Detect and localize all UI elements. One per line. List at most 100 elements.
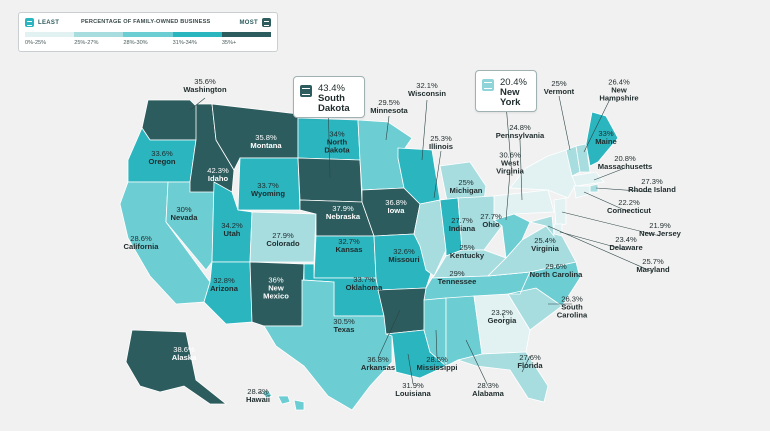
label-value: 34.2% [221,220,243,230]
label-value: 42.3% [207,165,229,175]
label-value: 27.9% [272,230,294,240]
label-wyoming: 33.7% Wyoming [251,180,285,198]
label-state-name: Rhode Island [628,185,676,194]
label-state-name: Washington [183,85,227,94]
label-value: 27.7% [451,215,473,225]
callout-south-dakota-value: 43.4% [318,83,345,94]
label-state-name: Oregon [148,157,176,166]
label-state-name: Massachusetts [597,162,653,171]
label-state-name: New Jersey [639,229,681,238]
label-state-name: Mississippi [416,363,458,372]
label-value: 33.7% [257,180,279,190]
label-value: 31.9% [402,380,424,390]
legend-range-3: 31%-34% [172,40,197,46]
label-oklahoma: 33.7% Oklahoma [346,274,383,292]
label-value: 29.6% [545,261,567,271]
label-value: 28.3% [477,380,499,390]
leader-line [521,355,531,373]
label-north-carolina: 29.6% North Carolina [529,261,583,279]
label-value: 25.3% [430,133,452,143]
leader-line [583,191,630,213]
label-value: 24.8% [509,122,531,132]
label-state-name: Indiana [448,224,476,233]
label-value: 23.4% [615,234,637,244]
leader-line [377,309,401,359]
label-value: 27.3% [641,176,663,186]
legend-swatch-2 [123,32,173,37]
state-new-hampshire [575,143,591,173]
state-maine [585,111,619,167]
label-state-name: Ohio [482,220,500,229]
label-alabama: 28.3% Alabama [472,380,504,398]
label-value: 33.6% [151,148,173,158]
label-value: 29% [449,268,465,278]
label-nevada: 30% Nevada [170,204,198,222]
label-georgia: 23.2% Georgia [488,308,517,325]
label-state-name: Illinois [428,142,454,151]
label-value: 25% [551,78,567,88]
label-state-name: South Carolina [556,302,588,321]
label-value: 25% [459,242,475,252]
legend-heading: PERCENTAGE OF FAMILY-OWNED BUSINESS [81,19,211,25]
leader-line [433,150,442,199]
label-state-name: Arkansas [360,363,396,372]
label-state-name: New Mexico [263,283,289,302]
label-value: 33.7% [353,274,375,284]
state-alaska [125,329,228,405]
label-texas: 30.5% Texas [333,317,355,334]
label-value: 25.4% [534,235,556,245]
label-michigan: 25% Michigan [450,178,483,195]
label-oregon: 33.6% Oregon [148,148,176,166]
state-maryland [528,215,555,238]
state-colorado [249,211,317,263]
leader-line [519,139,523,201]
leader-line [505,171,511,221]
leader-line [385,115,390,141]
label-kansas: 32.7% Kansas [335,237,362,254]
label-value: 36.8% [367,354,389,364]
label-value: 28.6% [130,233,152,243]
label-nebraska: 37.9% Nebraska [326,204,360,221]
leader-line [547,225,654,273]
label-state-name: Florida [517,361,543,370]
label-arizona: 32.8% Arizona [210,276,238,293]
state-hawaii [261,389,305,411]
label-value: 32.1% [416,80,438,90]
callout-new-york-name: New York [500,87,521,108]
legend-ranges: 0%-25% 25%-27% 28%-30% 31%-34% 35%+ [25,40,271,48]
legend-range-0: 0%-25% [25,40,47,46]
legend-swatch-3 [172,32,222,37]
label-west-virginia: 30.6% West Virginia [496,151,524,177]
label-value: 35.8% [255,132,277,142]
callout-new-york-value: 20.4% [500,77,527,88]
label-state-name: Idaho [207,174,229,183]
label-value: 21.9% [649,220,671,230]
label-wisconsin: 32.1% Wisconsin [408,80,446,98]
label-state-name: Missouri [388,255,420,264]
leader-line [465,339,489,387]
state-delaware [553,223,563,237]
legend-most: MOST [239,18,271,27]
label-minnesota: 29.5% Minnesota [370,98,408,115]
legend-least: LEAST [25,18,59,27]
leader-line [558,95,571,151]
label-state-name: North Carolina [529,270,583,279]
legend-swatch-1 [74,32,124,37]
label-value: 30% [176,204,192,214]
legend-range-1: 25%-27% [74,40,99,46]
label-state-name: West Virginia [496,158,524,177]
label-north-dakota: 34% North Dakota [324,130,349,156]
label-iowa: 36.8% Iowa [385,197,407,215]
list-icon [262,18,271,27]
label-state-name: Nevada [170,213,198,222]
label-florida: 27.6% Florida [517,353,543,370]
state-mississippi [423,297,447,367]
callout-south-dakota: 43.4% South Dakota [293,76,365,118]
label-virginia: 25.4% Virginia [531,235,559,253]
label-state-name: Minnesota [370,106,408,115]
label-value: 36.8% [385,197,407,207]
legend: LEAST PERCENTAGE OF FAMILY-OWNED BUSINES… [18,12,278,52]
label-mississippi: 28.5% Mississippi [416,355,458,372]
label-value: 27.7% [480,211,502,221]
